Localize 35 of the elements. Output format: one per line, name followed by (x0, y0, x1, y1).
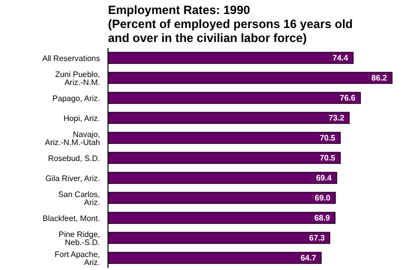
y-tick-label: Blackfeet, Mont. (42, 214, 100, 223)
y-tick-label: Gila River, Ariz. (45, 174, 100, 183)
data-label: 70.5 (320, 154, 336, 163)
data-label: 64.7 (300, 254, 317, 263)
bar (108, 172, 338, 184)
bar (108, 192, 336, 204)
bar (108, 232, 330, 244)
data-label: 68.9 (314, 214, 331, 223)
data-label: 76.6 (340, 94, 356, 103)
y-tick-label: Fort Apache, Ariz. (54, 250, 100, 267)
data-label: 69.4 (316, 174, 332, 183)
y-tick-label: All Reservations (42, 54, 100, 63)
bar (108, 112, 350, 124)
data-label: 74.4 (332, 54, 349, 63)
data-label: 70.5 (320, 134, 336, 143)
y-tick-label: Navajo, Ariz.-N.M.-Utah (44, 130, 100, 147)
data-label: 73.2 (328, 114, 345, 123)
bar (108, 92, 361, 104)
bar (108, 252, 322, 264)
y-tick-label: Hopi, Ariz. (64, 114, 100, 123)
y-tick-label: Pine Ridge, Neb.-S.D. (58, 230, 100, 247)
chart-title: Employment Rates: 1990 (108, 3, 252, 17)
data-label: 86.2 (371, 74, 388, 83)
bar (108, 152, 341, 164)
y-tick-label: Rosebud, S.D. (48, 154, 100, 163)
data-label: 69.0 (314, 194, 331, 203)
bar (108, 212, 336, 224)
y-tick-label: San Carlos, Ariz. (58, 190, 100, 207)
y-tick-label: Papago, Ariz. (52, 94, 100, 103)
data-label: 67.3 (309, 234, 326, 243)
chart-subtitle: (Percent of employed persons 16 years old and over in the civilian labor force) (108, 17, 354, 45)
y-tick-label: Zuni Pueblo, Ariz.-N.M. (55, 70, 100, 87)
bar (108, 52, 354, 64)
bar (108, 72, 392, 84)
bar (108, 132, 341, 144)
